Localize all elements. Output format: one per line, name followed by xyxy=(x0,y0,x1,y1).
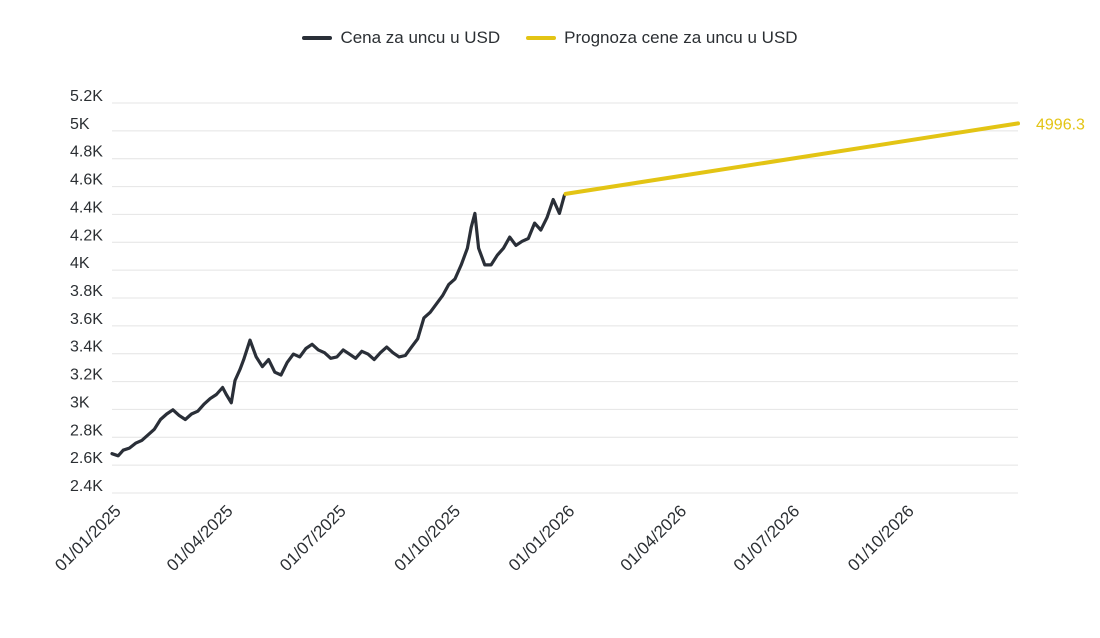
y-tick-label: 3.6K xyxy=(70,311,103,328)
series-line-actual xyxy=(110,193,567,458)
y-tick-label: 3.2K xyxy=(70,367,103,384)
x-tick-label: 01/04/2026 xyxy=(617,501,691,575)
y-tick-label: 4.4K xyxy=(70,199,103,216)
y-tick-label: 5K xyxy=(70,116,90,133)
x-tick-label: 01/10/2026 xyxy=(844,501,918,575)
series-line-forecast xyxy=(563,121,1020,196)
y-tick-label: 2.4K xyxy=(70,478,103,495)
y-tick-label: 5.2K xyxy=(70,88,103,105)
chart-legend: Cena za uncu u USD Prognoza cene za uncu… xyxy=(0,28,1100,48)
y-tick-label: 4.6K xyxy=(70,172,103,189)
y-tick-label: 2.8K xyxy=(70,422,103,439)
y-tick-label: 3.4K xyxy=(70,339,103,356)
x-tick-label: 01/01/2025 xyxy=(51,501,125,575)
x-tick-label: 01/07/2026 xyxy=(730,501,804,575)
x-tick-label: 01/01/2026 xyxy=(505,501,579,575)
y-tick-label: 3.8K xyxy=(70,283,103,300)
y-tick-label: 3K xyxy=(70,394,90,411)
legend-swatch-actual xyxy=(302,36,333,40)
x-tick-label: 01/07/2025 xyxy=(276,501,350,575)
y-tick-label: 4K xyxy=(70,255,90,272)
y-tick-label: 4.8K xyxy=(70,144,103,161)
forecast-end-label: 4996.3 xyxy=(1036,116,1085,133)
x-tick-label: 01/04/2025 xyxy=(163,501,237,575)
legend-label-forecast: Prognoza cene za uncu u USD xyxy=(564,28,798,47)
legend-label-actual: Cena za uncu u USD xyxy=(340,28,501,47)
legend-swatch-forecast xyxy=(526,36,557,40)
x-tick-label: 01/10/2025 xyxy=(391,501,465,575)
y-tick-label: 4.2K xyxy=(70,227,103,244)
y-tick-label: 2.6K xyxy=(70,450,103,467)
legend-item-actual[interactable]: Cena za uncu u USD xyxy=(302,28,500,48)
legend-item-forecast[interactable]: Prognoza cene za uncu u USD xyxy=(526,28,798,48)
